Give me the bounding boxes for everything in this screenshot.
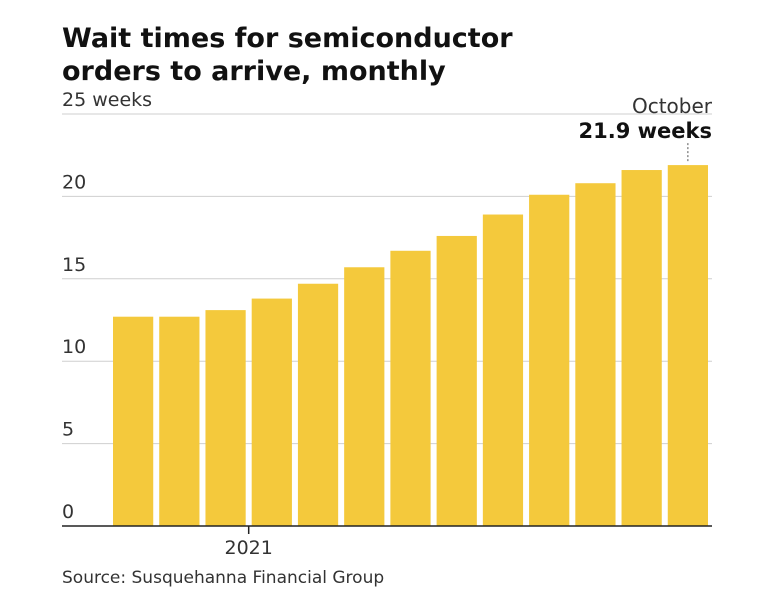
- y-tick-label: 15: [62, 254, 86, 276]
- x-tick-label: 2021: [225, 537, 273, 559]
- bar: [344, 267, 385, 526]
- bar: [529, 194, 570, 526]
- bar: [113, 316, 154, 526]
- annotation-month: October: [632, 94, 713, 118]
- bar: [297, 283, 339, 526]
- y-tick-label: 10: [62, 336, 86, 358]
- bar: [251, 298, 292, 526]
- chart-title-line-1: Wait times for semiconductor: [62, 23, 513, 54]
- bar: [436, 235, 477, 526]
- chart-title: Wait times for semiconductor orders to a…: [62, 22, 752, 88]
- annotation-value: 21.9 weeks: [579, 119, 712, 143]
- y-tick-label: 5: [62, 419, 74, 441]
- bar: [621, 170, 662, 527]
- bar: [667, 165, 708, 526]
- bar: [482, 214, 524, 526]
- y-tick-label: 0: [62, 501, 74, 523]
- bar: [205, 310, 246, 526]
- chart-title-line-2: orders to arrive, monthly: [62, 56, 446, 87]
- source-note: Source: Susquehanna Financial Group: [62, 568, 385, 588]
- y-tick-label: 20: [62, 171, 86, 193]
- bar: [159, 316, 200, 526]
- bar: [575, 183, 616, 526]
- y-tick-label: 25 weeks: [62, 89, 152, 111]
- bar: [390, 250, 431, 526]
